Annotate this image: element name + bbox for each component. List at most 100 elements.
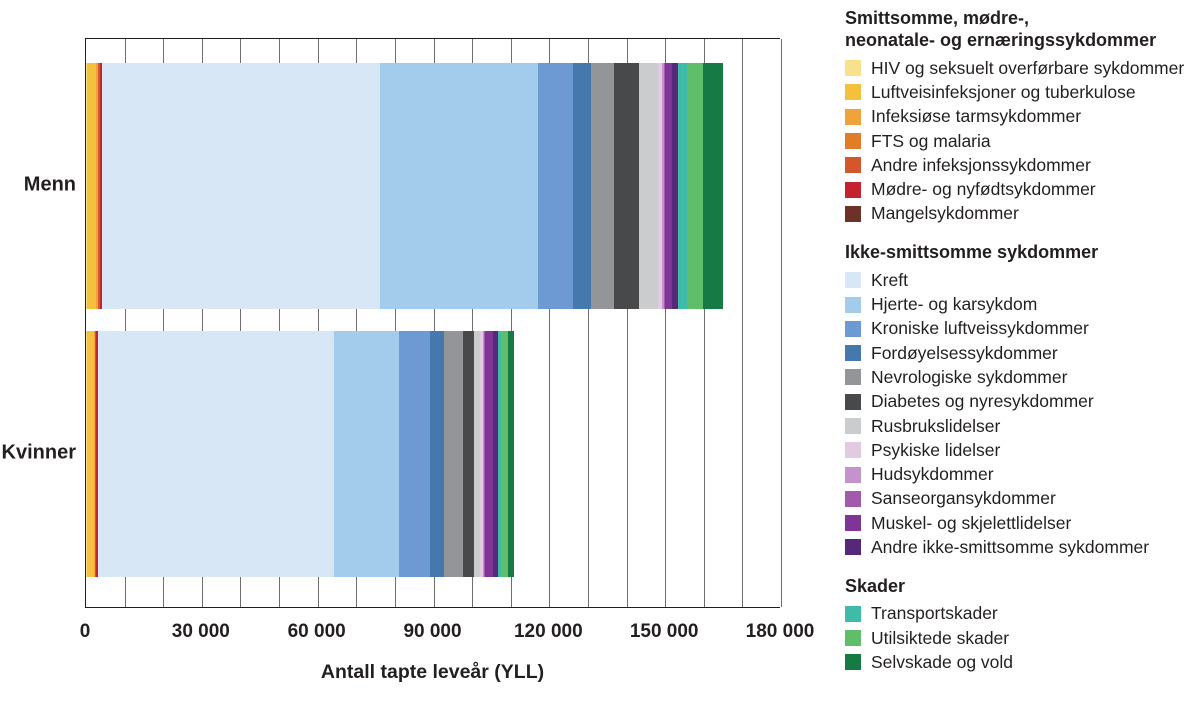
gridline [626, 39, 628, 607]
bar-segment [443, 331, 463, 577]
legend-item: Luftveisinfeksjoner og tuberkulose [845, 80, 1197, 104]
bar-segment [95, 331, 97, 577]
x-tick-label: 150 000 [629, 621, 699, 642]
x-tick-label: 90 000 [403, 621, 462, 642]
bar-segment [96, 331, 98, 577]
legend-label: Muskel- og skjelettlidelser [871, 512, 1072, 533]
bar-segment [658, 63, 663, 309]
gridline [472, 39, 474, 607]
gridline [703, 39, 705, 607]
legend-item: Fordøyelsessykdommer [845, 341, 1197, 365]
legend-swatch [845, 133, 861, 150]
bar-segment [97, 63, 99, 309]
legend-label: Mangelsykdommer [871, 203, 1019, 224]
bar-segment [98, 331, 334, 577]
legend-item: HIV og seksuelt overførbare sykdommer [845, 56, 1197, 80]
gridline [665, 39, 667, 607]
gridline [240, 39, 242, 607]
bar-segment [102, 63, 381, 309]
gridline [742, 39, 744, 607]
legend-item: Diabetes og nyresykdommer [845, 390, 1197, 414]
bar-segment [501, 331, 508, 577]
legend-item: Infeksiøse tarmsykdommer [845, 105, 1197, 129]
bar-segment [507, 331, 514, 577]
gridline [163, 39, 165, 607]
legend-item: Nevrologiske sykdommer [845, 365, 1197, 389]
legend-swatch [845, 320, 861, 337]
bar-segment [678, 63, 687, 309]
legend-swatch [845, 369, 861, 386]
bar-segment [101, 63, 103, 309]
gridline [201, 39, 203, 607]
legend-item: Hudsykdommer [845, 462, 1197, 486]
bar-segment [493, 331, 499, 577]
x-axis-title: Antall tapte leveår (YLL) [320, 661, 545, 683]
bar-segment [663, 63, 665, 309]
legend-swatch [845, 515, 861, 532]
legend-label: Luftveisinfeksjoner og tuberkulose [871, 81, 1136, 102]
legend-item: Utilsiktede skader [845, 626, 1197, 650]
legend-item: Sanseorgansykdommer [845, 487, 1197, 511]
legend-label: FTS og malaria [871, 130, 991, 151]
legend-label: Nevrologiske sykdommer [871, 366, 1068, 387]
bar-segment [462, 331, 474, 577]
bar-segment [430, 331, 444, 577]
category-label: Kvinner [1, 441, 76, 464]
legend-label: Hudsykdommer [871, 464, 994, 485]
bar-segment [86, 331, 87, 577]
bar-segment [662, 63, 664, 309]
legend-label: Hjerte- og karsykdom [871, 294, 1038, 315]
legend-swatch [845, 418, 861, 434]
legend-item: Andre infeksjonssykdommer [845, 153, 1197, 177]
legend-group: Smittsomme, mødre-, neonatale- og ernærin… [845, 7, 1197, 226]
legend-item: Rusbrukslidelser [845, 414, 1197, 438]
bar-segment [96, 63, 98, 309]
bar-segment [498, 331, 502, 577]
x-tick-label: 120 000 [513, 621, 583, 642]
legend-swatch [845, 393, 861, 410]
legend-swatch [845, 605, 861, 622]
legend-item: FTS og malaria [845, 129, 1197, 153]
bar-segment [86, 63, 87, 309]
bar-segment [483, 331, 485, 577]
bar-segment [399, 331, 431, 577]
legend-group: Ikke-smittsomme sykdommer Kreft Hjerte- og… [845, 241, 1197, 560]
gridline [587, 39, 589, 607]
legend-label: Diabetes og nyresykdommer [871, 391, 1094, 412]
legend-label: Rusbrukslidelser [871, 415, 1001, 436]
legend-swatch [845, 205, 861, 222]
legend-swatch [845, 181, 861, 198]
bar-segment [590, 63, 614, 309]
category-label: Menn [23, 173, 76, 196]
bar-segment [99, 63, 102, 309]
gridline [549, 39, 551, 607]
legend-swatch [845, 442, 861, 459]
legend-label: Psykiske lidelser [871, 439, 1001, 460]
legend-group-title-line: neonatale- og ernæringssykdommer [845, 30, 1157, 50]
legend-item: Kroniske luftveissykdommer [845, 317, 1197, 341]
gridline [317, 39, 319, 607]
bar-segment [613, 63, 639, 309]
stacked-bar-menn [86, 63, 724, 309]
legend-label: Selvskade og vold [871, 651, 1014, 672]
legend-swatch [845, 630, 861, 647]
legend-item: Mangelsykdommer [845, 202, 1197, 226]
x-tick-label: 60 000 [287, 621, 346, 642]
legend-item: Hjerte- og karsykdom [845, 292, 1197, 316]
legend-label: Infeksiøse tarmsykdommer [871, 106, 1082, 127]
bar-segment [98, 63, 100, 309]
bar-segment [484, 331, 485, 577]
legend-label: Kreft [871, 269, 908, 290]
legend-label: Andre ikke-smittsomme sykdommer [871, 536, 1150, 557]
legend-item: Transportskader [845, 602, 1197, 626]
bar-segment [686, 63, 704, 309]
bar-segment [94, 331, 96, 577]
bar-segment [97, 331, 99, 577]
legend-group-title: Ikke-smittsomme sykdommer [845, 241, 1197, 263]
bar-segment [538, 63, 574, 309]
bar-segment [93, 331, 95, 577]
legend-group-title-line: Smittsomme, mødre-, [845, 8, 1030, 28]
legend-group-title-line: Skader [845, 575, 906, 596]
legend-label: HIV og seksuelt overførbare sykdommer [871, 57, 1185, 78]
